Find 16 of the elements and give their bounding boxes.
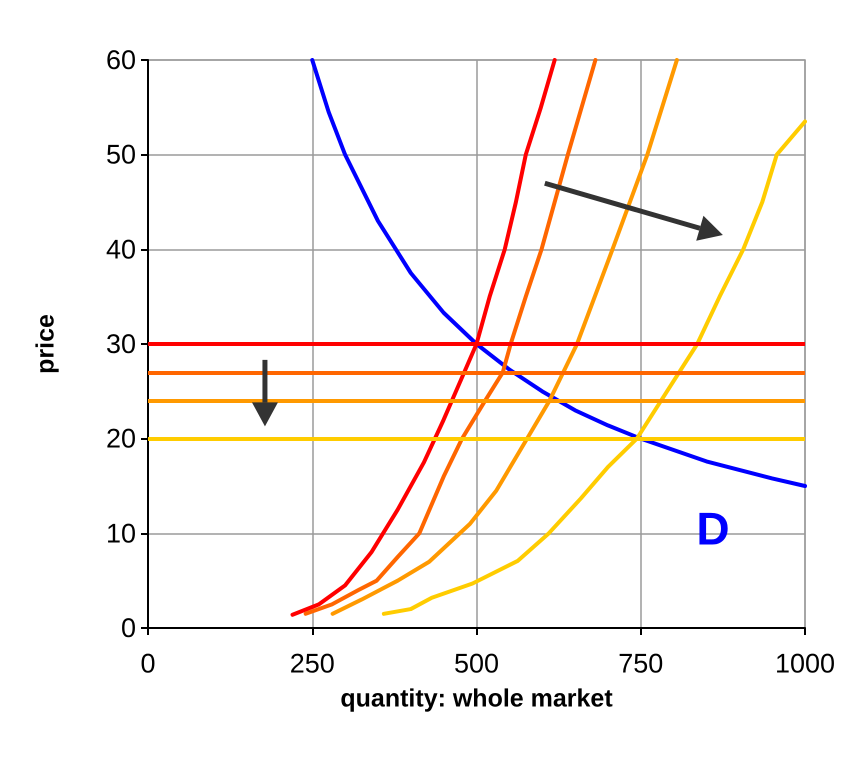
y-tick-label: 50 <box>106 140 136 170</box>
y-tick-label: 40 <box>106 234 136 264</box>
y-axis-title: price <box>32 314 60 374</box>
x-axis-title: quantity: whole market <box>340 684 614 712</box>
x-tick-label: 250 <box>290 648 335 678</box>
y-tick-label: 0 <box>120 613 136 643</box>
line-series <box>310 58 807 488</box>
x-tick-label: 1000 <box>774 648 836 678</box>
x-tick-label: 0 <box>140 648 156 678</box>
y-tick-label: 30 <box>106 329 136 359</box>
annotation: D <box>696 502 730 555</box>
x-tick-label: 750 <box>618 648 664 678</box>
y-tick-label: 20 <box>106 424 136 454</box>
y-tick-label: 60 <box>106 45 136 75</box>
y-tick-label: 10 <box>106 518 136 548</box>
x-tick-label: 500 <box>454 648 500 678</box>
